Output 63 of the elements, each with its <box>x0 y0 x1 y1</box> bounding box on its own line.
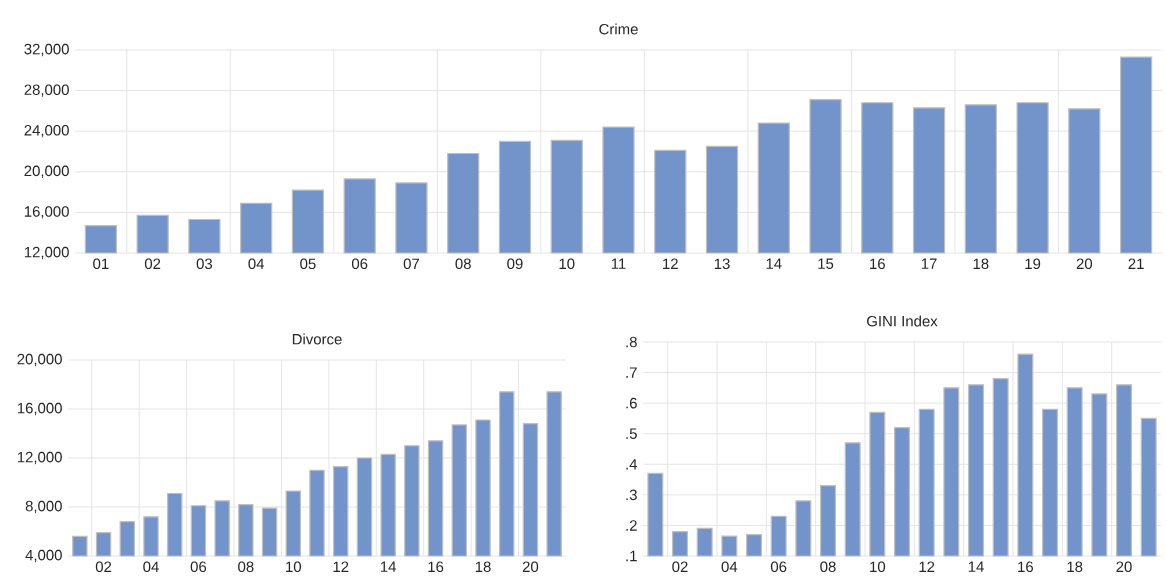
x-tick-label: 05 <box>300 258 316 270</box>
y-tick-label: .4 <box>626 459 638 470</box>
x-tick-label: 13 <box>714 258 730 270</box>
y-tick-label: 4,000 <box>25 549 62 563</box>
x-tick-label: 04 <box>721 561 738 573</box>
y-tick-label: 28,000 <box>24 84 69 97</box>
x-tick-label: 11 <box>611 258 626 269</box>
x-tick-label: 18 <box>475 561 491 573</box>
x-tick-label: 16 <box>870 258 885 270</box>
x-tick-label: 12 <box>333 561 349 572</box>
y-tick-label: .1 <box>626 550 637 562</box>
x-tick-label: 10 <box>559 258 575 270</box>
x-tick-label: 04 <box>143 561 159 573</box>
x-tick-label: 20 <box>1116 561 1132 573</box>
x-tick-label: 06 <box>770 561 787 573</box>
chart-title: Divorce <box>292 333 342 345</box>
y-tick-label: .7 <box>626 367 637 378</box>
x-tick-label: 12 <box>663 258 678 269</box>
x-tick-label: 01 <box>93 258 109 270</box>
x-tick-label: 16 <box>1018 561 1033 573</box>
x-tick-label: 14 <box>766 258 782 269</box>
x-tick-label: 21 <box>1128 258 1144 269</box>
x-tick-label: 14 <box>968 561 984 572</box>
x-tick-label: 18 <box>973 258 989 270</box>
y-tick-label: .3 <box>626 489 637 501</box>
x-tick-label: 09 <box>507 258 523 270</box>
x-tick-label: 10 <box>286 561 302 573</box>
x-tick-label: 20 <box>522 561 539 573</box>
y-tick-label: 12,000 <box>24 246 69 260</box>
x-tick-label: 08 <box>238 561 254 573</box>
x-tick-label: 08 <box>455 258 471 270</box>
y-tick-label: 8,000 <box>25 500 62 514</box>
x-tick-label: 14 <box>380 561 397 572</box>
chart-title: Crime <box>599 23 638 35</box>
x-tick-label: 16 <box>428 561 444 573</box>
y-tick-label: 20,000 <box>24 165 69 178</box>
x-tick-label: 19 <box>1025 258 1041 270</box>
x-tick-label: 04 <box>248 258 265 270</box>
x-tick-label: 02 <box>672 561 688 573</box>
y-tick-label: 24,000 <box>24 125 69 138</box>
x-tick-label: 06 <box>351 258 368 270</box>
y-tick-label: .5 <box>626 428 637 439</box>
x-tick-label: 12 <box>919 561 935 572</box>
x-tick-label: 10 <box>870 561 886 573</box>
y-tick-label: 20,000 <box>17 353 62 367</box>
x-tick-label: 15 <box>818 258 834 269</box>
x-tick-label: 08 <box>820 561 836 573</box>
x-tick-label: 03 <box>196 258 213 270</box>
x-tick-label: 20 <box>1076 258 1093 270</box>
x-tick-label: 07 <box>403 258 420 270</box>
y-tick-label: 16,000 <box>24 206 69 219</box>
y-tick-label: .2 <box>626 520 637 531</box>
y-tick-label: .6 <box>626 397 637 409</box>
y-tick-label: 32,000 <box>24 43 69 57</box>
x-tick-label: 18 <box>1067 561 1083 573</box>
chart-title: GINI Index <box>867 315 938 327</box>
y-tick-label: 16,000 <box>17 402 62 416</box>
y-tick-label: 12,000 <box>17 451 62 465</box>
x-tick-label: 02 <box>95 561 112 573</box>
x-tick-label: 02 <box>144 258 161 270</box>
y-tick-label: .8 <box>626 336 637 348</box>
x-tick-label: 06 <box>190 561 207 573</box>
x-tick-label: 17 <box>921 258 937 269</box>
